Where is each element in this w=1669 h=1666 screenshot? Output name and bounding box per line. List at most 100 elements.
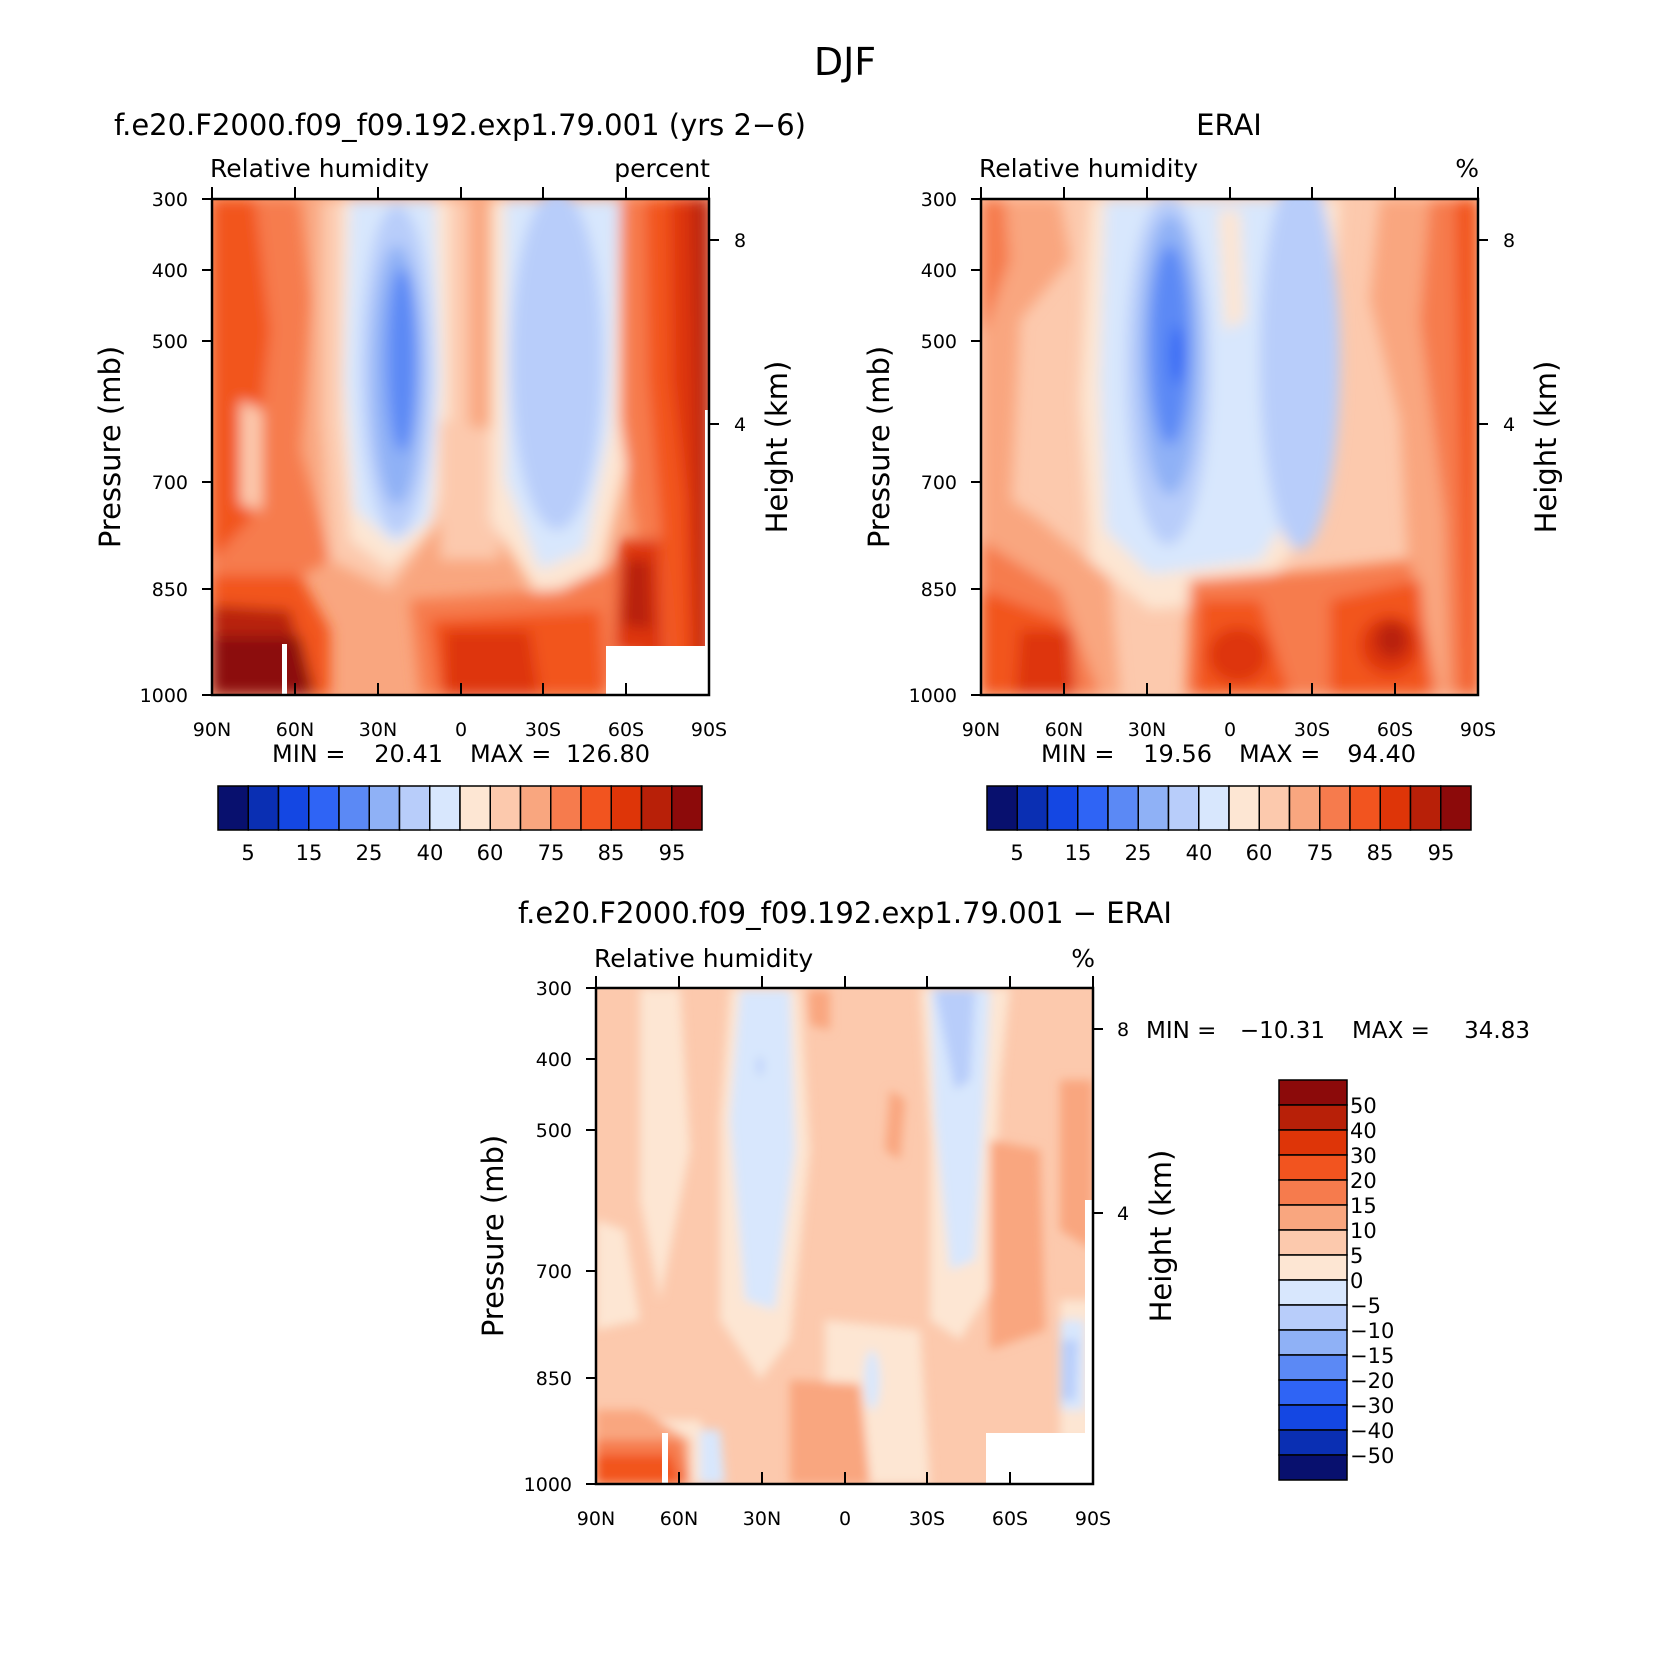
colorbar-swatch [1278, 1204, 1348, 1231]
colorbar-label: 60 [1246, 841, 1273, 865]
colorbar-swatch [1319, 785, 1351, 831]
x-tick-label: 30N [1128, 719, 1166, 741]
contour-band [212, 636, 315, 695]
max-value: 94.40 [1347, 740, 1416, 768]
x-tick-label: 90N [577, 1508, 615, 1530]
min-max-readout: MIN = −10.31 MAX = 34.83 [1146, 1018, 1530, 1044]
contour-band [440, 420, 500, 560]
colorbar-swatch [1278, 1229, 1348, 1256]
y2-tick-label: 4 [734, 414, 746, 436]
colorbar-label: 10 [1350, 1219, 1377, 1243]
x-axis-ticks [980, 187, 1479, 695]
colorbar-swatch [1379, 785, 1412, 831]
y2-tick-labels: 8 4 [734, 230, 746, 436]
y-tick-label: 300 [536, 978, 572, 1000]
x-tick-label: 60S [992, 1508, 1028, 1530]
variable-label: Relative humidity [594, 944, 813, 973]
figure-title: DJF [814, 40, 876, 84]
x-axis-ticks [211, 187, 710, 695]
contour-band [935, 990, 975, 1090]
panel-difference: f.e20.F2000.f09_f09.192.exp1.79.001 − ER… [476, 896, 1530, 1530]
y-axis-ticks [202, 198, 719, 696]
colorbar-swatch [1278, 1254, 1348, 1281]
contour-band [757, 1056, 763, 1076]
colorbar-label: −15 [1350, 1344, 1394, 1368]
colorbar-label: 5 [1010, 841, 1023, 865]
x-tick-label: 60N [276, 719, 314, 741]
colorbar-swatch [1278, 1304, 1348, 1331]
y2-tick-label: 4 [1503, 414, 1515, 436]
x-tick-label: 60N [660, 1508, 698, 1530]
max-label: MAX = [470, 740, 551, 768]
colorbar-swatch [1077, 785, 1109, 831]
variable-label: Relative humidity [979, 154, 1198, 183]
colorbar-swatch [1278, 1129, 1348, 1156]
y-tick-labels: 300 400 500 700 850 1000 [909, 189, 957, 707]
contour-field [981, 199, 1478, 695]
y-tick-label: 300 [152, 189, 188, 211]
contour-band [981, 199, 1070, 540]
units-label: % [1071, 944, 1095, 973]
colorbar-label: 40 [417, 841, 444, 865]
colorbar-label: 0 [1350, 1269, 1363, 1293]
colorbar-swatch [1349, 785, 1381, 831]
colorbar [1278, 1079, 1348, 1481]
colorbar-label: 30 [1350, 1144, 1377, 1168]
y-tick-label: 500 [921, 331, 957, 353]
colorbar-swatch [277, 785, 310, 831]
colorbar-swatch [519, 785, 552, 831]
colorbar-label: 15 [296, 841, 323, 865]
x-tick-labels: 90N 60N 30N 0 30S 60S 90S [962, 719, 1496, 741]
y2-tick-labels: 8 4 [1117, 1019, 1129, 1225]
y2-tick-labels: 8 4 [1503, 230, 1515, 436]
min-value: 20.41 [374, 740, 443, 768]
contour-band [864, 1350, 880, 1410]
colorbar-swatch [459, 785, 491, 831]
units-label: % [1455, 154, 1479, 183]
colorbar-swatch [1409, 785, 1442, 831]
contour-band [930, 988, 990, 1270]
colorbar-swatch [1278, 1279, 1348, 1306]
contour-band [1150, 245, 1190, 445]
missing-data-mask [282, 644, 287, 695]
x-tick-label: 30S [909, 1508, 945, 1530]
colorbar-label: −20 [1350, 1369, 1394, 1393]
y2-axis-label: Height (km) [1144, 1150, 1178, 1323]
panel-model: f.e20.F2000.f09_f09.192.exp1.79.001 (yrs… [93, 108, 806, 865]
x-tick-label: 30N [359, 719, 397, 741]
min-value: 19.56 [1143, 740, 1212, 768]
colorbar-swatch [550, 785, 582, 831]
colorbar-label: 50 [1350, 1094, 1377, 1118]
min-max-readout: MIN = 19.56 MAX = 94.40 [1041, 740, 1416, 768]
colorbar-swatch [1278, 1154, 1348, 1181]
colorbar-swatch [338, 785, 370, 831]
missing-data-mask [606, 646, 709, 695]
colorbar-swatch [610, 785, 643, 831]
y-tick-label: 700 [921, 472, 957, 494]
y-tick-label: 400 [536, 1049, 572, 1071]
x-tick-labels: 90N 60N 30N 0 30S 60S 90S [577, 1508, 1111, 1530]
colorbar-swatch [1278, 1379, 1348, 1406]
min-label: MIN = [1041, 740, 1114, 768]
colorbar-label: −5 [1350, 1294, 1381, 1318]
y-tick-label: 1000 [140, 685, 188, 707]
colorbar-label: −10 [1350, 1319, 1394, 1343]
colorbar-label: 95 [659, 841, 686, 865]
y-tick-label: 850 [536, 1368, 572, 1390]
contour-band [700, 1430, 725, 1484]
min-max-readout: MIN = 20.41 MAX = 126.80 [272, 740, 650, 768]
y-tick-labels: 300 400 500 700 850 1000 [524, 978, 572, 1496]
colorbar-swatch [1137, 785, 1170, 831]
y-axis-ticks [971, 198, 1488, 696]
contour-band [1260, 199, 1340, 550]
contour-band [790, 1380, 870, 1484]
y2-tick-label: 4 [1117, 1203, 1129, 1225]
colorbar-swatch [217, 785, 249, 831]
max-value: 126.80 [566, 740, 650, 768]
colorbar-swatch [640, 785, 673, 831]
y-tick-labels: 300 400 500 700 850 1000 [140, 189, 188, 707]
y-tick-label: 700 [152, 472, 188, 494]
colorbar-label: −30 [1350, 1394, 1394, 1418]
contour-band [596, 1220, 640, 1330]
